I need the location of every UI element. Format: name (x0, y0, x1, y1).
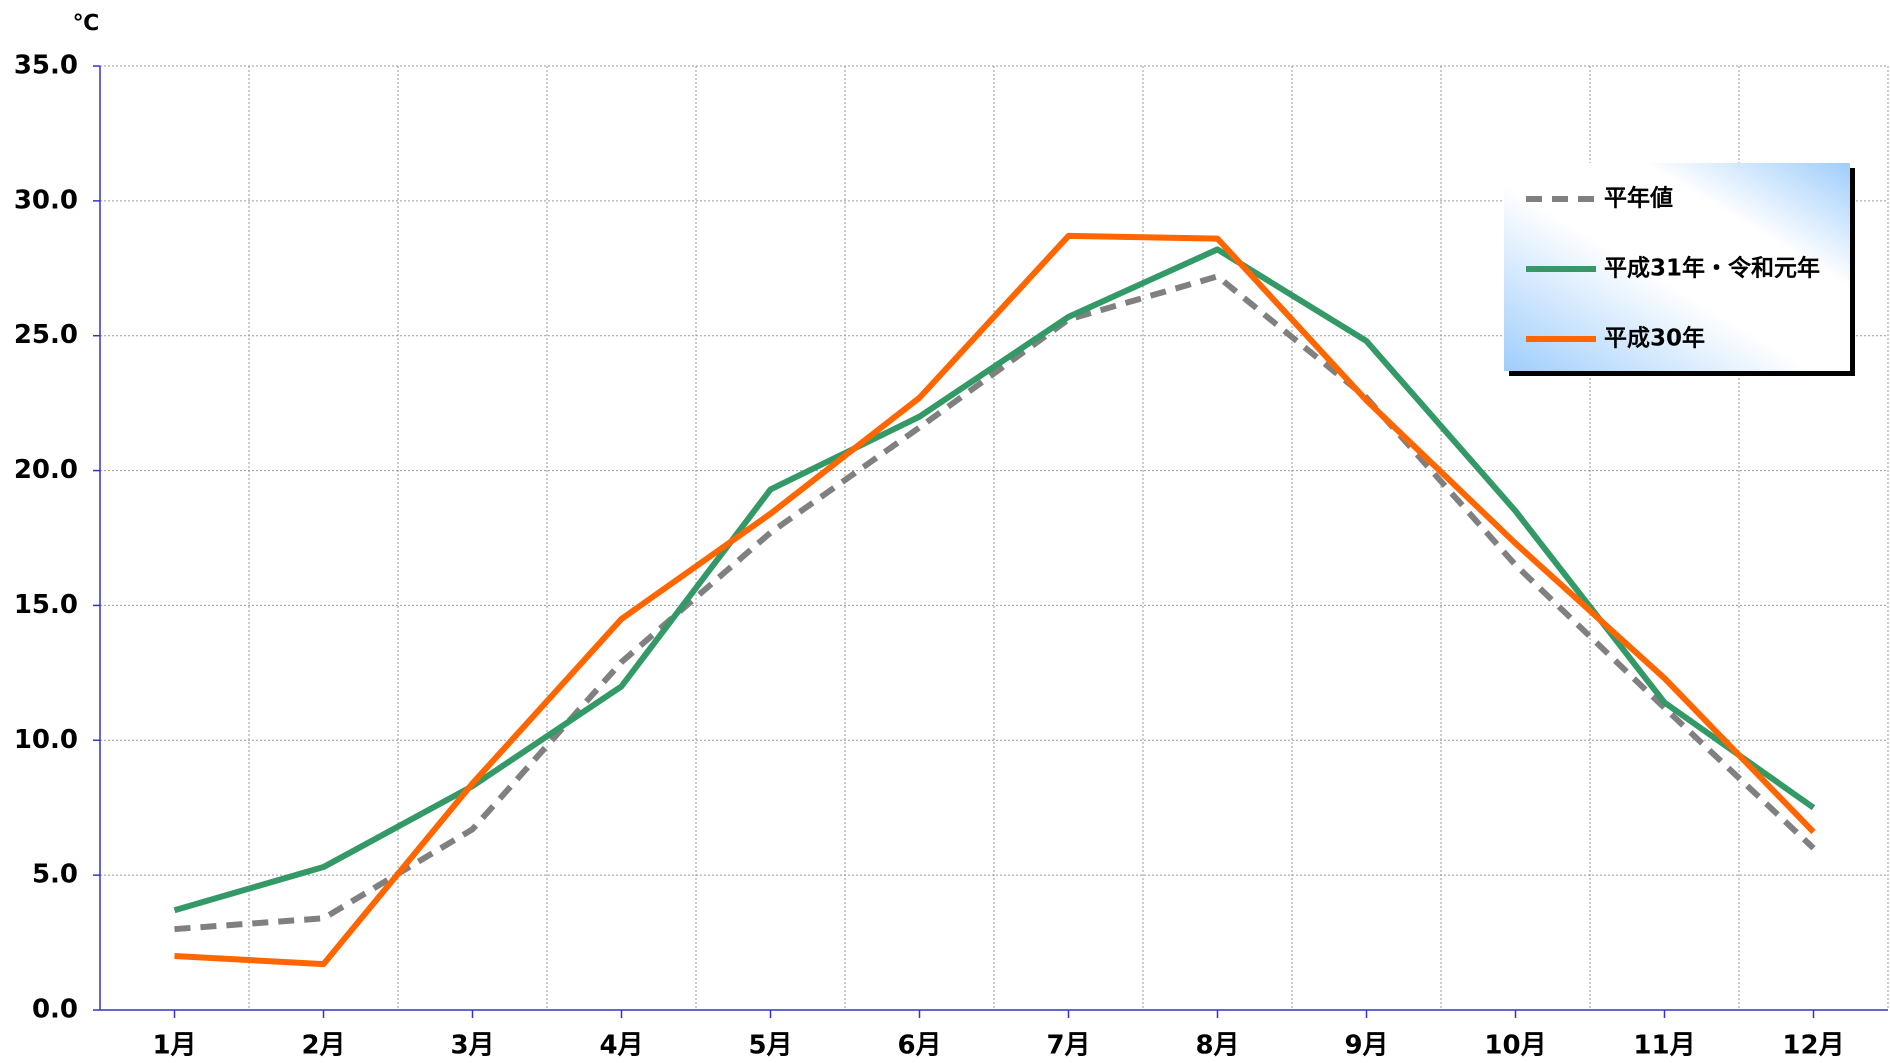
series-line (174, 232, 1816, 968)
y-tick-label: 5.0 (32, 860, 78, 890)
series-line (173, 246, 1816, 914)
x-tick-label: 5月 (748, 1031, 792, 1061)
x-tick-label: 4月 (599, 1031, 643, 1061)
legend-label: 平成31年・令和元年 (1604, 255, 1820, 282)
legend-label: 平年値 (1604, 185, 1673, 212)
x-tick-label: 3月 (450, 1031, 494, 1061)
unit-label: ℃ (73, 11, 100, 36)
x-tick-label: 11月 (1633, 1031, 1695, 1061)
x-tick-label: 2月 (301, 1031, 345, 1061)
legend-label: 平成30年 (1604, 325, 1705, 352)
y-tick-label: 15.0 (14, 590, 78, 620)
y-tick-label: 20.0 (14, 455, 78, 485)
x-tick-label: 1月 (152, 1031, 196, 1061)
x-tick-label: 12月 (1782, 1031, 1844, 1061)
x-tick-label: 6月 (897, 1031, 941, 1061)
y-tick-label: 30.0 (14, 185, 78, 215)
x-tick-label: 10月 (1484, 1031, 1546, 1061)
y-tick-label: 0.0 (32, 995, 78, 1025)
x-tick-label: 8月 (1195, 1031, 1239, 1061)
x-tick-label: 9月 (1344, 1031, 1388, 1061)
y-tick-label: 10.0 (14, 725, 78, 755)
y-tick-label: 25.0 (14, 320, 78, 350)
y-tick-label: 35.0 (14, 51, 78, 81)
x-tick-label: 7月 (1046, 1031, 1090, 1061)
series-line (174, 273, 1816, 933)
